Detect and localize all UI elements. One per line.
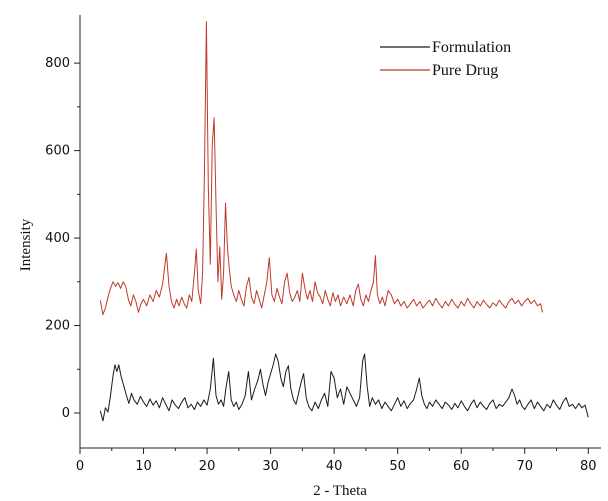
x-tick-label: 60: [453, 459, 470, 474]
y-tick-label: 200: [45, 319, 70, 334]
x-tick-label: 70: [516, 459, 533, 474]
y-tick-label: 0: [62, 406, 70, 421]
axes-layer: [79, 15, 601, 449]
series-line-formulation: [99, 353, 589, 422]
legend: Formulation Pure Drug: [380, 39, 511, 79]
y-tick-label: 800: [45, 56, 70, 71]
x-tick-label: 80: [580, 459, 597, 474]
x-tick-label: 20: [199, 459, 216, 474]
x-tick-label: 10: [135, 459, 152, 474]
y-axis-label: Intensity: [18, 218, 34, 271]
x-tick-label: 30: [262, 459, 279, 474]
x-tick-label: 0: [76, 459, 84, 474]
series-line-pure-drug: [99, 21, 543, 316]
legend-label-pure-drug: Pure Drug: [432, 62, 498, 79]
series-layer: [99, 21, 589, 422]
x-tick-label: 40: [326, 459, 343, 474]
x-axis-label: 2 - Theta: [313, 483, 367, 499]
x-tick-label: 50: [389, 459, 406, 474]
legend-label-formulation: Formulation: [432, 39, 511, 56]
y-tick-label: 400: [45, 231, 70, 246]
y-tick-label: 600: [45, 144, 70, 159]
